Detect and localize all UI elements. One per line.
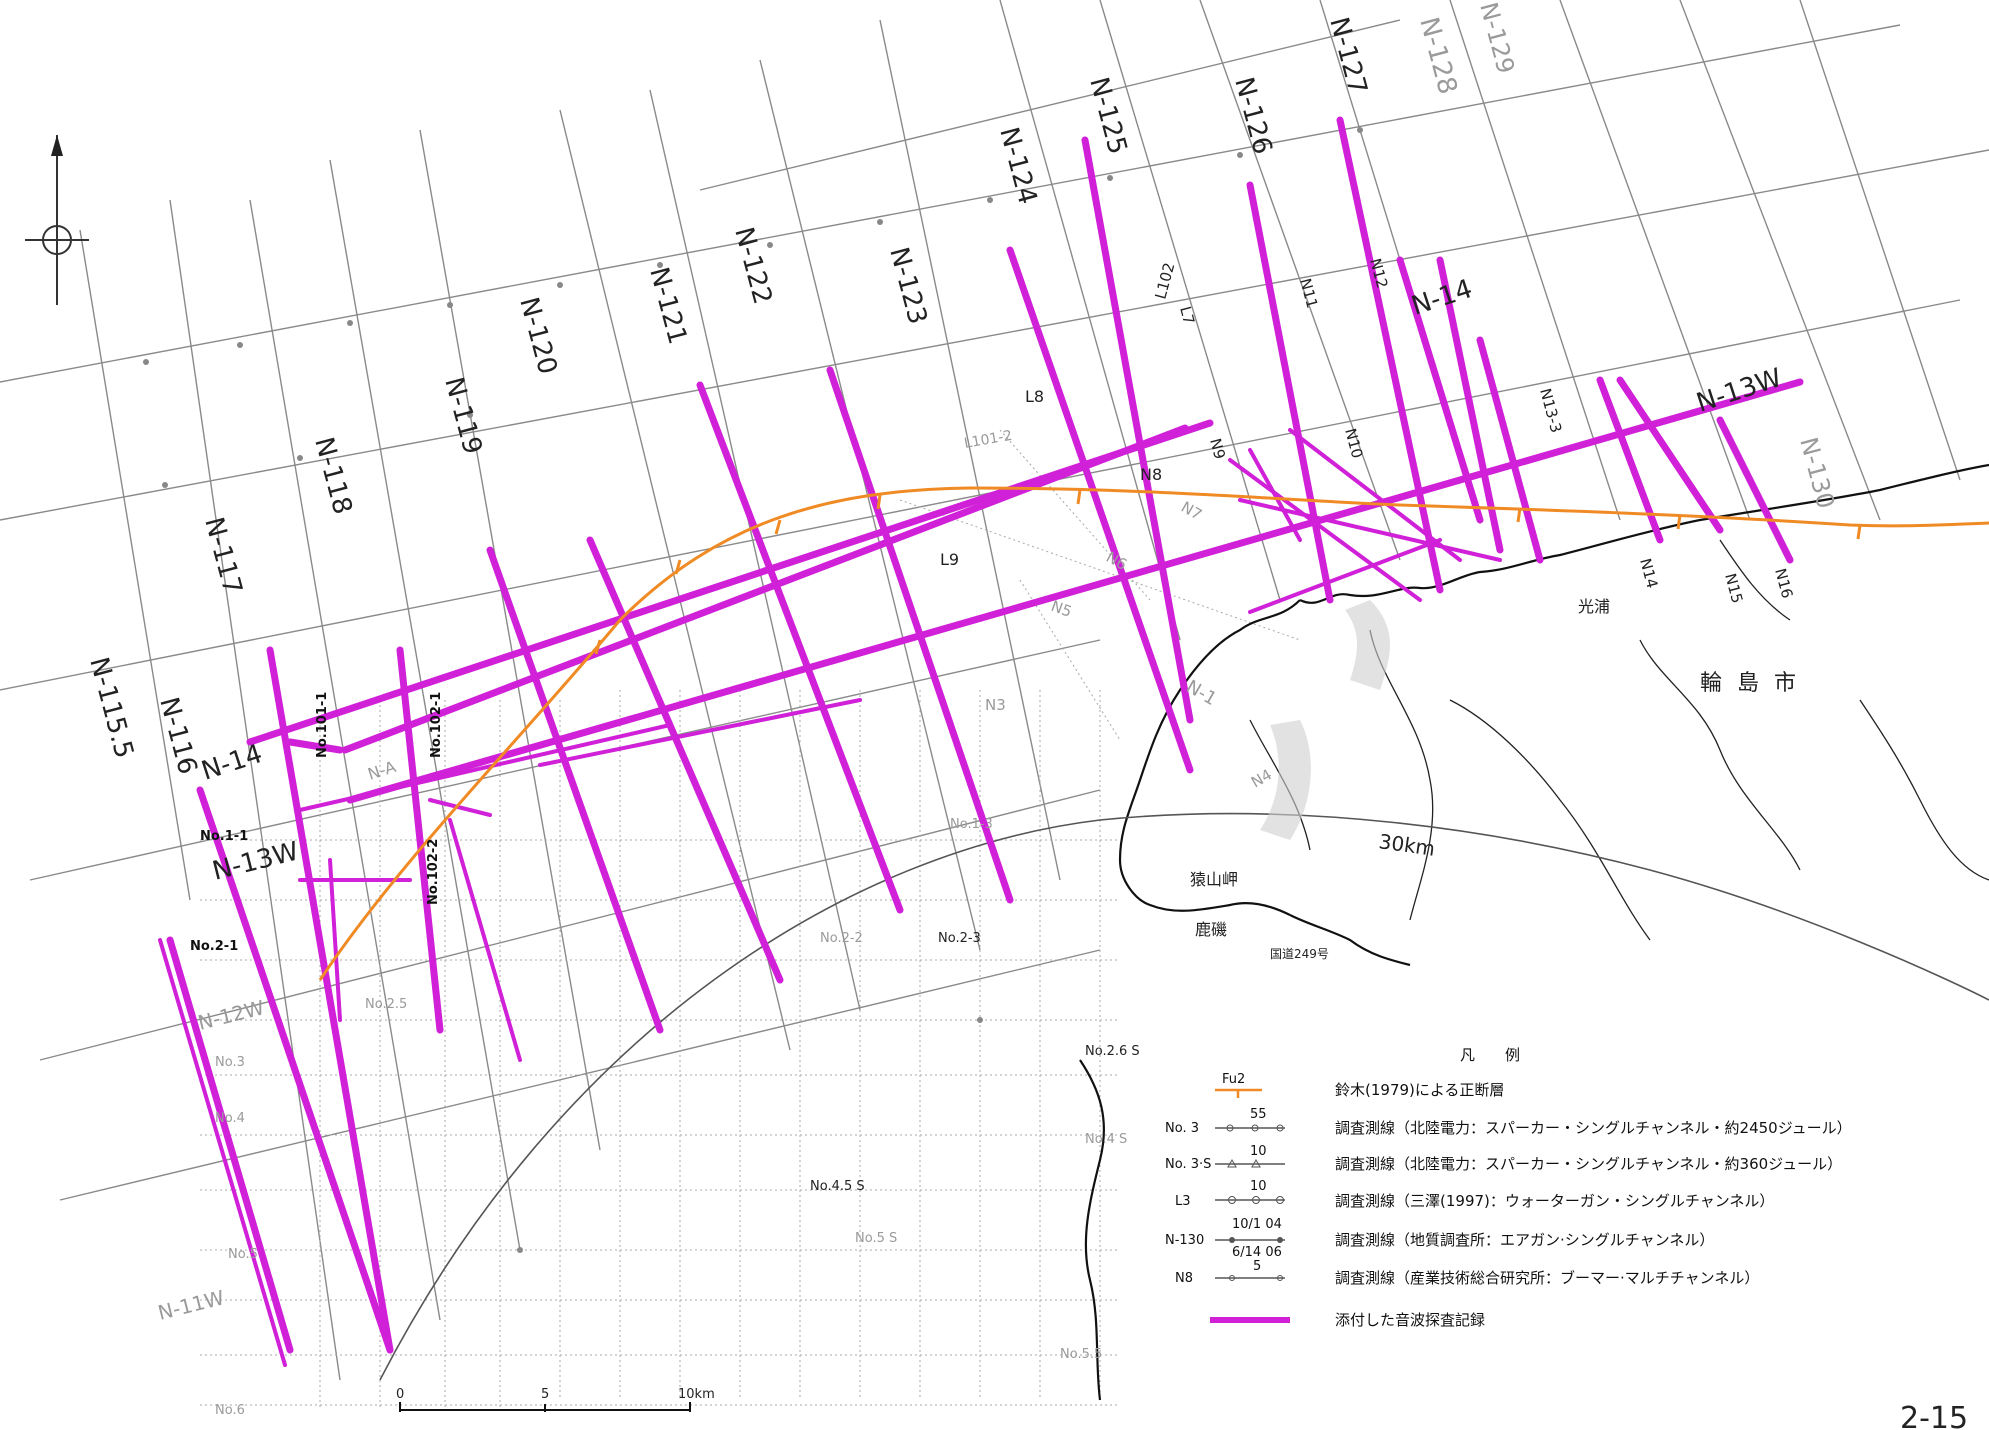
survey-label: No.101-1 [315,692,330,758]
survey-label: No.2-1 [190,939,238,954]
line-label: N-122 [728,224,777,308]
line-label-n12w: N-12W [195,995,266,1035]
survey-label: No.2.5 [365,997,407,1012]
survey-label: N10 [1341,426,1366,460]
survey-label: L9 [940,550,959,569]
line-label: N-121 [643,264,692,348]
scale-tick: 10km [678,1387,715,1402]
survey-label: N5 [1049,597,1075,621]
survey-label: No.5 [228,1247,258,1262]
survey-label: N4 [1248,765,1275,791]
legend: 凡 例 Fu2 鈴木(1979)による正断層 No. 3 55 調査測線（北陸電… [1150,1030,1989,1420]
survey-label: No.1-1 [200,829,248,844]
scale-tick: 0 [396,1387,404,1402]
line-label: N-119 [438,374,487,458]
survey-label: L8 [1025,387,1044,406]
survey-label: N13-3 [1536,386,1565,434]
legend-row-n130: 調査測線（地質調査所：エアガン·シングルチャンネル） [1335,1231,1714,1249]
legend-key-n130: N-130 [1165,1233,1204,1248]
shaded-terrain [1260,600,1390,840]
line-label: N-120 [513,294,562,378]
survey-label: L101-2 [963,428,1014,452]
legend-title: 凡 例 [1460,1046,1520,1064]
distance-arc-30km [379,812,1989,1381]
legend-fault-key: Fu2 [1222,1072,1245,1087]
legend-key-l3: L3 [1175,1194,1191,1209]
survey-label: No.102-2 [426,839,441,905]
legend-row-magenta: 添付した音波探査記録 [1335,1311,1485,1329]
line-label: N-126 [1228,74,1277,158]
survey-label: No.5.5 [1060,1347,1102,1362]
line-label-n13w-east: N-13W [1693,363,1786,419]
survey-label: No.1-3 [950,817,993,832]
survey-label: No.102-1 [429,692,444,758]
rivers [1249,539,1989,941]
survey-label: N-A [365,757,398,784]
north-arrow-icon [25,135,89,305]
survey-label: No.2.6 S [1085,1044,1140,1059]
survey-label: N16 [1771,566,1796,600]
survey-label: No.4 [215,1111,245,1126]
place-names: 輪 島 市 光浦 猿山岬 鹿磯 国道249号 [1190,597,1800,961]
legend-sample-value: 10 [1250,1179,1267,1194]
survey-label: No.4.5 S [810,1179,865,1194]
legend-sample-value: 10 [1250,1144,1267,1159]
scale-tick: 5 [541,1387,549,1402]
survey-label: N3 [985,696,1006,714]
survey-label: N6 [1103,548,1130,574]
place-kashiso: 鹿磯 [1195,920,1227,939]
normal-fault [318,486,1989,981]
legend-sample-value: 5 [1253,1259,1261,1274]
legend-key-no3: No. 3 [1165,1121,1199,1136]
survey-label: No.3 [215,1055,245,1070]
survey-label: No.2-3 [938,931,981,946]
survey-label: L7 [1176,304,1198,326]
line-label-n14-east: N-14 [1408,274,1476,322]
line-label: N-117 [198,514,247,598]
line-label: N-118 [308,434,357,518]
line-label: N-124 [993,124,1042,208]
survey-label: L102 [1151,261,1178,301]
place-wajima: 輪 島 市 [1700,671,1800,696]
legend-key-n8: N8 [1175,1271,1193,1286]
legend-sample-value: 55 [1250,1107,1267,1122]
legend-row-n8: 調査測線（産業技術総合研究所：ブーマー·マルチチャンネル） [1335,1269,1759,1287]
line-label: N-129 [1474,0,1520,77]
legend-row-l3: 調査測線（三澤(1997)：ウォーターガン・シングルチャンネル） [1335,1192,1774,1210]
survey-label: No.6 [215,1403,245,1418]
place-saruyama: 猿山岬 [1190,870,1238,889]
line-label-n13w: N-13W [209,836,301,886]
survey-label: N14 [1636,556,1661,590]
legend-row-no3s: 調査測線（北陸電力：スパーカー・シングルチャンネル・約360ジュール） [1335,1155,1842,1173]
survey-label: N11 [1296,276,1321,310]
legend-row-fault: 鈴木(1979)による正断層 [1335,1081,1504,1099]
line-label: N-115.5 [83,654,139,762]
survey-label: No.5 S [855,1231,897,1246]
line-label: N-127 [1323,14,1372,98]
scale-bar: 0 5 10km [396,1387,715,1412]
legend-key-no3s: No. 3·S [1165,1157,1211,1172]
page-number: 2-15 [1900,1401,1968,1430]
line-label-n11w: N-11W [155,1285,226,1325]
line-label-n130: N-130 [1794,434,1840,511]
legend-sample-value: 6/14 06 [1232,1245,1282,1260]
legend-row-no3: 調査測線（北陸電力：スパーカー・シングルチャンネル・約2450ジュール） [1335,1119,1852,1137]
survey-label: N9 [1206,436,1229,461]
line-label: N-128 [1413,14,1462,98]
line-label-n14: N-14 [198,739,266,787]
survey-label: N7 [1178,498,1205,524]
place-kouura: 光浦 [1578,597,1610,616]
survey-label: No.4 S [1085,1132,1127,1147]
arc-label: 30km [1377,829,1436,861]
line-label: N-123 [883,244,932,328]
survey-label: No.2-2 [820,931,863,946]
place-route249: 国道249号 [1270,947,1329,961]
coastline [1079,463,1989,1401]
line-label: N-116 [153,694,202,778]
survey-label: N8 [1140,465,1162,484]
legend-sample-value: 10/1 04 [1232,1217,1282,1232]
survey-label: N15 [1721,571,1746,605]
attached-survey-records [158,116,1804,1367]
